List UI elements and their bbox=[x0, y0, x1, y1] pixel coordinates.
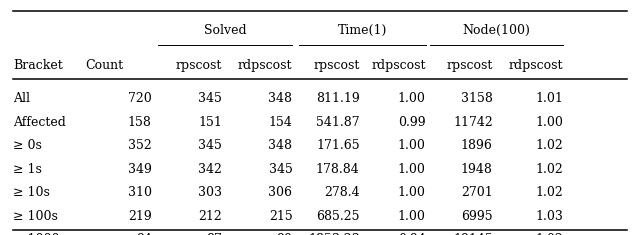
Text: 720: 720 bbox=[128, 92, 152, 105]
Text: 310: 310 bbox=[128, 186, 152, 199]
Text: Node(100): Node(100) bbox=[463, 24, 531, 37]
Text: 1.03: 1.03 bbox=[535, 210, 563, 223]
Text: 1.02: 1.02 bbox=[536, 186, 563, 199]
Text: 0.99: 0.99 bbox=[398, 116, 426, 129]
Text: 342: 342 bbox=[198, 163, 222, 176]
Text: ≥ 1s: ≥ 1s bbox=[13, 163, 42, 176]
Text: 348: 348 bbox=[269, 139, 292, 152]
Text: 1.00: 1.00 bbox=[397, 186, 426, 199]
Text: ≥ 100s: ≥ 100s bbox=[13, 210, 58, 223]
Text: Time(1): Time(1) bbox=[337, 24, 387, 37]
Text: 94: 94 bbox=[136, 233, 152, 235]
Text: 151: 151 bbox=[198, 116, 222, 129]
Text: rdpscost: rdpscost bbox=[509, 59, 563, 72]
Text: 811.19: 811.19 bbox=[316, 92, 360, 105]
Text: rpscost: rpscost bbox=[447, 59, 493, 72]
Text: Bracket: Bracket bbox=[13, 59, 63, 72]
Text: 215: 215 bbox=[269, 210, 292, 223]
Text: Count: Count bbox=[85, 59, 124, 72]
Text: 1.01: 1.01 bbox=[535, 92, 563, 105]
Text: 345: 345 bbox=[198, 139, 222, 152]
Text: 1.02: 1.02 bbox=[536, 163, 563, 176]
Text: 219: 219 bbox=[128, 210, 152, 223]
Text: 0.94: 0.94 bbox=[398, 233, 426, 235]
Text: 278.4: 278.4 bbox=[324, 186, 360, 199]
Text: 685.25: 685.25 bbox=[316, 210, 360, 223]
Text: 19145: 19145 bbox=[453, 233, 493, 235]
Text: 1.02: 1.02 bbox=[536, 233, 563, 235]
Text: ≥ 0s: ≥ 0s bbox=[13, 139, 42, 152]
Text: 212: 212 bbox=[198, 210, 222, 223]
Text: rpscost: rpscost bbox=[176, 59, 222, 72]
Text: 154: 154 bbox=[269, 116, 292, 129]
Text: 6995: 6995 bbox=[461, 210, 493, 223]
Text: 1948: 1948 bbox=[461, 163, 493, 176]
Text: All: All bbox=[13, 92, 30, 105]
Text: ≥ 1000s: ≥ 1000s bbox=[13, 233, 66, 235]
Text: 158: 158 bbox=[128, 116, 152, 129]
Text: 1.00: 1.00 bbox=[397, 139, 426, 152]
Text: 1.02: 1.02 bbox=[536, 139, 563, 152]
Text: rdpscost: rdpscost bbox=[238, 59, 292, 72]
Text: 87: 87 bbox=[206, 233, 222, 235]
Text: 1853.23: 1853.23 bbox=[308, 233, 360, 235]
Text: 2701: 2701 bbox=[461, 186, 493, 199]
Text: 3158: 3158 bbox=[461, 92, 493, 105]
Text: 178.84: 178.84 bbox=[316, 163, 360, 176]
Text: rpscost: rpscost bbox=[314, 59, 360, 72]
Text: 90: 90 bbox=[276, 233, 292, 235]
Text: 1896: 1896 bbox=[461, 139, 493, 152]
Text: 349: 349 bbox=[128, 163, 152, 176]
Text: ≥ 10s: ≥ 10s bbox=[13, 186, 50, 199]
Text: rdpscost: rdpscost bbox=[371, 59, 426, 72]
Text: Solved: Solved bbox=[204, 24, 246, 37]
Text: 171.65: 171.65 bbox=[316, 139, 360, 152]
Text: 1.00: 1.00 bbox=[535, 116, 563, 129]
Text: 541.87: 541.87 bbox=[316, 116, 360, 129]
Text: 303: 303 bbox=[198, 186, 222, 199]
Text: 352: 352 bbox=[128, 139, 152, 152]
Text: 345: 345 bbox=[198, 92, 222, 105]
Text: 1.00: 1.00 bbox=[397, 92, 426, 105]
Text: 11742: 11742 bbox=[453, 116, 493, 129]
Text: 1.00: 1.00 bbox=[397, 210, 426, 223]
Text: 348: 348 bbox=[269, 92, 292, 105]
Text: 306: 306 bbox=[269, 186, 292, 199]
Text: 1.00: 1.00 bbox=[397, 163, 426, 176]
Text: Affected: Affected bbox=[13, 116, 66, 129]
Text: 345: 345 bbox=[269, 163, 292, 176]
